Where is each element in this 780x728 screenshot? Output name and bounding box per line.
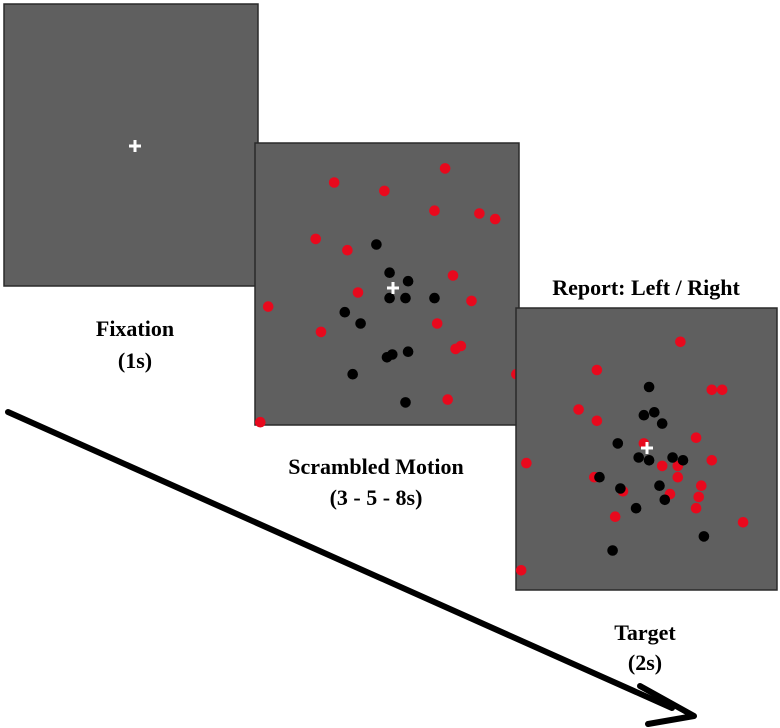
red-dot [474,208,485,219]
red-dot [429,205,440,216]
black-dot [355,318,366,329]
red-dot [737,517,749,528]
fixation-duration: (1s) [118,348,152,373]
red-dot [315,326,327,338]
red-dot [521,457,532,469]
red-dot [489,213,501,225]
red-dot [447,270,459,281]
red-dot [439,163,451,174]
red-dot [672,471,684,483]
target-title: Target [614,620,676,645]
red-dot [254,416,266,428]
black-dot [339,306,351,318]
red-dot [716,384,728,396]
black-dot [384,292,395,304]
red-dot [675,336,686,348]
black-dot [594,471,605,483]
black-dot [384,267,395,279]
black-dot [649,407,660,418]
scrambled-motion-title: Scrambled Motion [288,454,463,479]
black-dot [607,545,618,556]
red-dot [706,384,718,396]
black-dot [654,480,665,492]
black-dot [347,368,359,380]
red-dot [466,295,477,307]
scrambled-motion-dots [254,163,522,428]
fixation-panel [3,3,259,287]
red-dot [431,318,443,329]
black-dot [656,418,668,429]
fixation-cross-icon [129,140,141,152]
black-dot [612,438,624,449]
fixation-cross-icon [387,282,399,294]
red-dot [609,511,621,522]
red-dot [352,287,364,298]
red-dot [693,491,704,503]
target-dots [515,336,749,576]
red-dot [342,244,353,256]
red-dot [450,343,461,355]
red-dot [262,301,274,312]
red-dot [310,233,322,245]
black-dot [643,455,655,466]
target-duration: (2s) [628,650,662,675]
black-dot [677,455,689,466]
red-dot [442,394,454,405]
red-dot [328,177,340,188]
time-arrow [5,409,697,727]
black-dot [400,397,411,408]
red-dot [591,364,603,376]
scrambled-motion-panel [254,142,522,428]
black-dot [400,292,411,304]
black-dot [429,292,440,304]
black-dot [371,239,382,250]
target-panel [515,307,778,591]
black-dot [633,452,644,463]
red-dot [573,404,584,415]
black-dot [630,502,642,514]
target-header-label: Report: Left / Right [552,275,740,300]
red-dot [379,185,390,197]
black-dot [667,452,678,463]
black-dot [638,409,650,421]
scrambled-motion-duration: (3 - 5 - 8s) [330,485,423,510]
red-dot [706,455,718,466]
black-dot [615,483,626,494]
red-dot [690,502,702,514]
fixation-cross-icon [641,442,653,454]
red-dot [690,432,702,444]
red-dot [591,415,603,427]
red-dot [515,565,527,576]
black-dot [643,381,655,393]
black-dot [381,352,393,363]
black-dot [698,531,710,542]
black-dot [402,275,414,287]
red-dot [696,480,707,492]
black-dot [402,346,414,358]
fixation-title: Fixation [96,316,174,341]
red-dot [656,460,668,472]
black-dot [659,494,671,506]
